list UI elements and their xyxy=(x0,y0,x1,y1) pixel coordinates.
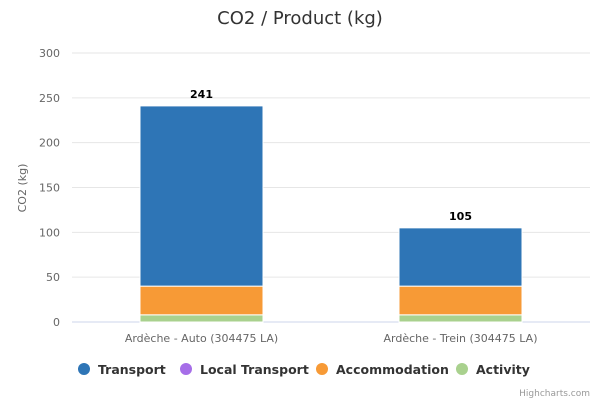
bar-segment-activity[interactable] xyxy=(398,314,523,323)
legend-marker xyxy=(316,363,328,375)
bar-segment-activity[interactable] xyxy=(139,314,264,323)
chart-title: CO2 / Product (kg) xyxy=(217,8,383,29)
y-tick-label: 250 xyxy=(39,92,60,105)
bar-segment-transport[interactable] xyxy=(398,227,523,287)
x-axis: Ardèche - Auto (304475 LA) Ardèche - Trei… xyxy=(125,332,538,345)
legend-marker xyxy=(456,363,468,375)
legend-label: Activity xyxy=(476,362,530,377)
x-tick-label: Ardèche - Trein (304475 LA) xyxy=(383,332,537,345)
legend-label: Accommodation xyxy=(336,362,449,377)
legend-item-accommodation[interactable]: Accommodation xyxy=(316,362,449,377)
data-labels: 241 105 xyxy=(190,88,472,223)
y-tick-label: 200 xyxy=(39,137,60,150)
y-tick-label: 0 xyxy=(53,316,60,329)
bar-segment-transport[interactable] xyxy=(139,105,264,287)
legend-item-local-transport[interactable]: Local Transport xyxy=(180,362,309,377)
y-tick-label: 100 xyxy=(39,226,60,239)
y-axis-label: CO2 (kg) xyxy=(16,164,29,213)
y-tick-label: 150 xyxy=(39,182,60,195)
legend-marker xyxy=(78,363,90,375)
bar-segment-accommodation[interactable] xyxy=(139,285,264,316)
legend-item-activity[interactable]: Activity xyxy=(456,362,530,377)
bar-segment-accommodation[interactable] xyxy=(398,285,523,316)
legend-marker xyxy=(180,363,192,375)
data-label-total: 241 xyxy=(190,88,213,101)
y-tick-label: 50 xyxy=(46,271,60,284)
x-tick-label: Ardèche - Auto (304475 LA) xyxy=(125,332,278,345)
legend-label: Transport xyxy=(98,362,166,377)
legend-label: Local Transport xyxy=(200,362,309,377)
bars xyxy=(139,105,523,323)
legend: Transport Local Transport Accommodation Act… xyxy=(78,362,530,377)
legend-item-transport[interactable]: Transport xyxy=(78,362,166,377)
y-tick-label: 300 xyxy=(39,47,60,60)
data-label-total: 105 xyxy=(449,210,472,223)
credits-link[interactable]: Highcharts.com xyxy=(519,389,590,399)
